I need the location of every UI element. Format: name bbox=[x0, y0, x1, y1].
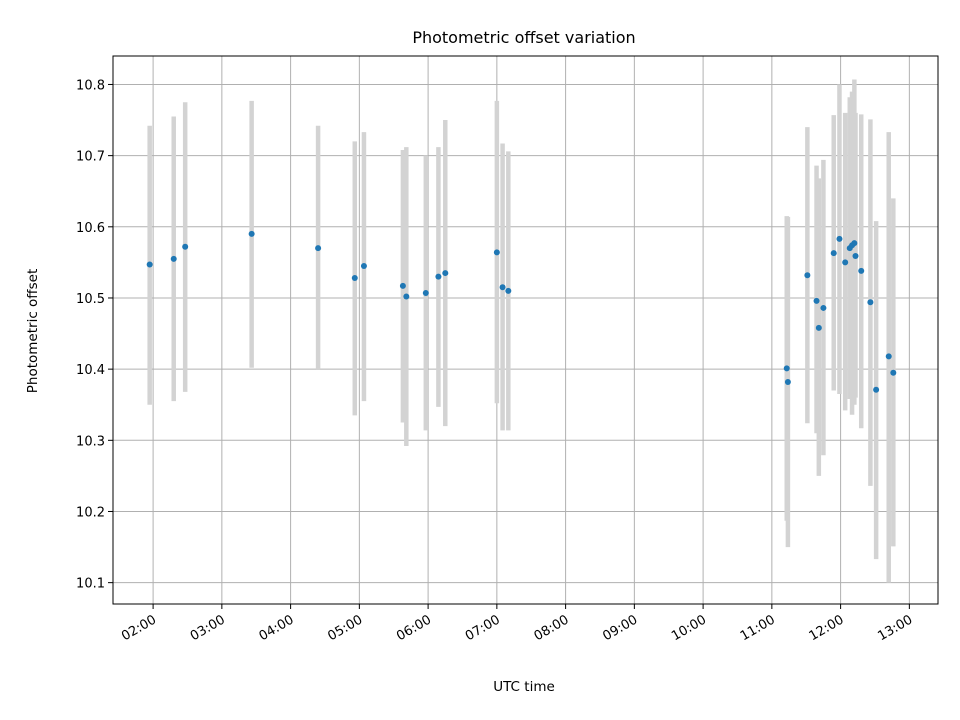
data-point bbox=[867, 299, 874, 306]
data-point bbox=[146, 261, 153, 268]
x-tick-label: 08:00 bbox=[532, 612, 572, 644]
data-point bbox=[842, 259, 849, 266]
y-axis-label: Photometric offset bbox=[25, 269, 41, 393]
data-point bbox=[182, 243, 189, 250]
data-point bbox=[815, 324, 822, 331]
data-point bbox=[422, 289, 429, 296]
data-point bbox=[873, 386, 880, 393]
x-tick-label: 06:00 bbox=[394, 612, 434, 644]
data-point bbox=[403, 293, 410, 300]
x-tick-label: 11:00 bbox=[738, 612, 778, 644]
data-point bbox=[442, 270, 449, 277]
data-point bbox=[248, 230, 255, 237]
x-tick-label: 10:00 bbox=[669, 612, 709, 644]
data-point bbox=[852, 252, 859, 259]
data-point bbox=[360, 262, 367, 269]
x-tick-label: 05:00 bbox=[325, 612, 365, 644]
data-point bbox=[804, 272, 811, 279]
data-points bbox=[146, 230, 897, 393]
y-tick-label: 10.6 bbox=[76, 221, 105, 236]
y-axis-ticks: 10.1 10.2 10.3 10.4 10.5 10.6 10.7 10.8 bbox=[76, 78, 113, 592]
data-point bbox=[813, 297, 820, 304]
data-point bbox=[399, 282, 406, 289]
y-tick-label: 10.4 bbox=[76, 363, 105, 378]
error-bars bbox=[147, 79, 896, 583]
data-point bbox=[885, 353, 892, 360]
x-tick-label: 09:00 bbox=[600, 612, 640, 644]
data-point bbox=[783, 365, 790, 372]
data-point bbox=[499, 284, 506, 291]
data-point bbox=[435, 273, 442, 280]
grid bbox=[113, 56, 938, 604]
y-tick-label: 10.5 bbox=[76, 292, 105, 307]
data-point bbox=[820, 304, 827, 311]
data-point bbox=[351, 275, 358, 282]
data-point bbox=[505, 287, 512, 294]
x-tick-label: 12:00 bbox=[807, 612, 847, 644]
data-point bbox=[315, 245, 322, 252]
x-tick-label: 13:00 bbox=[875, 612, 915, 644]
x-tick-label: 07:00 bbox=[463, 612, 503, 644]
x-axis-ticks: 02:00 03:00 04:00 05:00 06:00 07:00 08:00 09:00… bbox=[119, 604, 915, 644]
chart-title: Photometric offset variation bbox=[412, 28, 635, 47]
y-tick-label: 10.3 bbox=[76, 434, 105, 449]
x-tick-label: 04:00 bbox=[257, 612, 297, 644]
data-point bbox=[890, 369, 897, 376]
data-point bbox=[836, 235, 843, 242]
data-point bbox=[493, 249, 500, 256]
y-tick-label: 10.2 bbox=[76, 505, 105, 520]
data-point bbox=[170, 255, 177, 262]
data-point bbox=[784, 378, 791, 385]
y-tick-label: 10.8 bbox=[76, 78, 105, 93]
x-tick-label: 02:00 bbox=[119, 612, 159, 644]
x-tick-label: 03:00 bbox=[188, 612, 228, 644]
data-point bbox=[858, 267, 865, 274]
data-point bbox=[830, 250, 837, 257]
data-point bbox=[851, 240, 858, 247]
plot-frame bbox=[112, 55, 939, 605]
x-axis-label: UTC time bbox=[493, 679, 555, 695]
y-tick-label: 10.1 bbox=[76, 577, 105, 592]
y-tick-label: 10.7 bbox=[76, 150, 105, 165]
